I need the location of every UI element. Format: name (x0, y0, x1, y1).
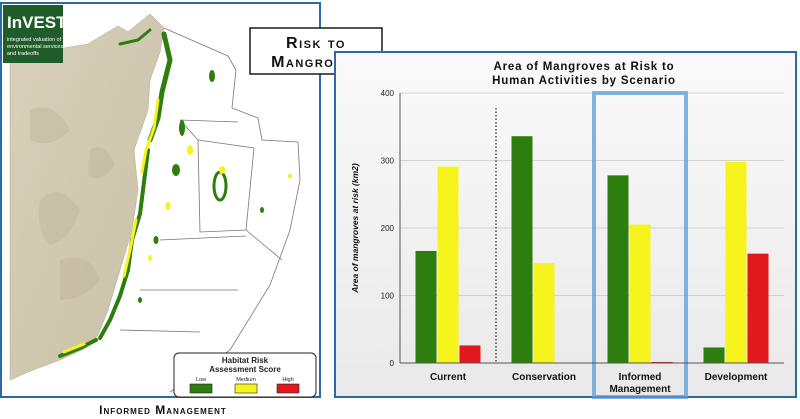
legend-swatch-low (189, 383, 213, 394)
heading-line-1: Risk to (286, 35, 346, 52)
legend-label-low: Low (196, 377, 206, 383)
legend-title-line-1: Habitat Risk (222, 356, 269, 365)
highlight-frame-rect (592, 91, 688, 399)
bar-conservation-medium (533, 263, 555, 363)
y-tick-label: 0 (390, 359, 395, 368)
legend-label-high: High (282, 377, 293, 383)
legend-swatch-high (276, 383, 300, 394)
map-zone-boundaries (119, 27, 301, 393)
map-cayes (138, 70, 292, 303)
invest-logo: InVEST integrated valuation of environme… (3, 5, 67, 63)
map-landmass (9, 13, 165, 381)
invest-logo-tagline-2: environmental services (7, 44, 63, 50)
invest-logo-tagline-3: and tradeoffs (7, 51, 39, 57)
chart-frame (334, 51, 797, 398)
risk-legend: Habitat Risk Assessment Score Low Medium… (173, 352, 317, 398)
y-tick-labels: 0 100 200 300 400 (381, 89, 395, 368)
legend-swatch-medium (234, 383, 258, 394)
map-mangrove-coast (58, 28, 173, 358)
invest-logo-title: InVEST (7, 13, 67, 32)
bar-conservation-low (511, 136, 533, 363)
bar-development-medium (725, 161, 747, 363)
bar-informed-management-low (607, 175, 629, 363)
bar-current-high (459, 345, 481, 363)
y-tick-label: 400 (381, 89, 395, 98)
chart-title-line-1: Area of Mangroves at Risk to (494, 61, 675, 73)
bar-development-low (703, 347, 725, 363)
bar-development-high (747, 253, 769, 363)
category-label: Management (609, 384, 671, 395)
legend-label-medium: Medium (236, 377, 256, 383)
y-tick-label: 300 (381, 157, 395, 166)
bar-current-medium (437, 166, 459, 363)
map-relief (30, 107, 115, 300)
category-label: Conservation (512, 372, 576, 383)
y-tick-label: 200 (381, 224, 395, 233)
invest-logo-tagline-1: integrated valuation of (7, 37, 62, 43)
category-label: Current (430, 372, 467, 383)
bar-current-low (415, 250, 437, 363)
category-label: Development (705, 372, 768, 383)
y-axis-label: Area of mangroves at risk (km2) (350, 163, 360, 294)
category-label: Informed (619, 372, 662, 383)
legend-title-line-2: Assessment Score (209, 365, 281, 374)
axes (399, 93, 784, 364)
bars (415, 136, 769, 363)
highlight-frame (592, 91, 688, 399)
bar-informed-management-medium (629, 224, 651, 363)
y-tick-label: 100 (381, 292, 395, 301)
chart-panel: Area of Mangroves at Risk to Human Activ… (334, 51, 797, 399)
map-caption: Informed Management (99, 403, 227, 417)
chart-title-line-2: Human Activities by Scenario (492, 75, 676, 87)
